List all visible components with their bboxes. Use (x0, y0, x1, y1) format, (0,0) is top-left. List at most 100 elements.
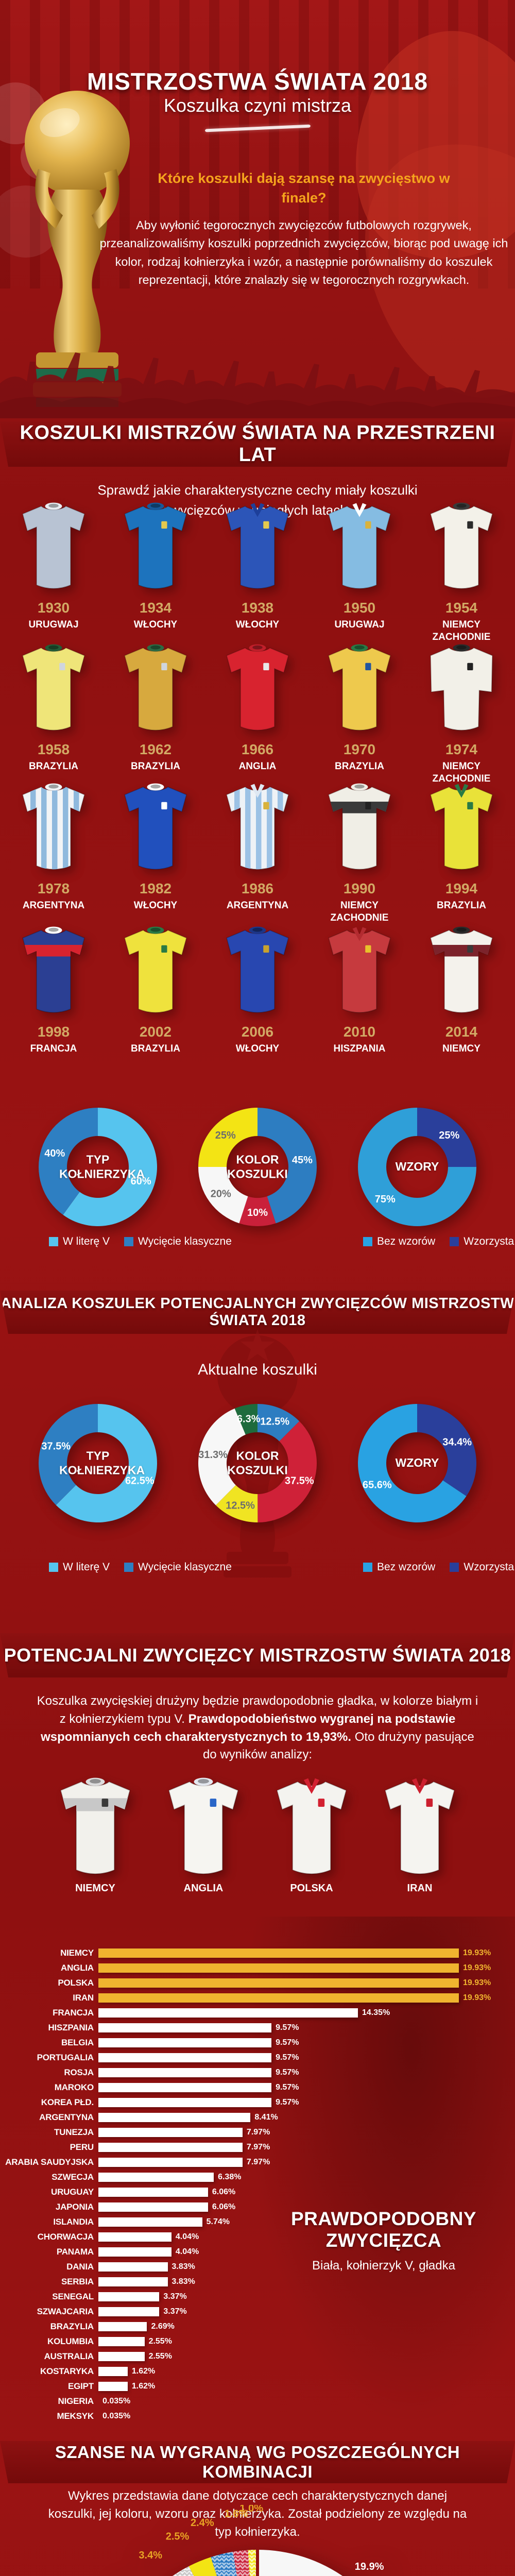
champion-shirt-1978: 1978 ARGENTYNA (3, 783, 105, 924)
shirt-year: 1982 (139, 880, 172, 896)
shirt-year: 1934 (139, 600, 172, 616)
bar-row-polska: POLSKA 19.93% (0, 1975, 515, 1990)
bar-value: 5.74% (206, 2217, 230, 2226)
pie-segment (233, 2550, 250, 2576)
bar-label: KOREA PŁD. (41, 2097, 94, 2107)
bar-value: 7.97% (246, 2127, 270, 2137)
bar-fill (98, 2307, 160, 2316)
bar-label: ARGENTYNA (39, 2112, 94, 2122)
history-donut-charts: 60% 40% TYP KOŁNIERZYKA 45% 10% 20% 25% KOLOR KOS… (0, 1103, 515, 1231)
donut-percent-label: 12.5% (260, 1416, 289, 1428)
bar-value: 6.38% (218, 2172, 242, 2181)
collar-legend: W literę V Wycięcie klasyczne (49, 1561, 232, 1573)
donut-percent-label: 31.3% (198, 1449, 228, 1461)
legend-label: Bez wzorów (377, 1235, 436, 1247)
bar-row-kolumbia: KOLUMBIA 2.55% (0, 2334, 515, 2349)
history-subtitle: Sprawdź jakie charakterystyczne cechy mi… (97, 482, 418, 518)
bar-value: 3.37% (163, 2307, 187, 2316)
champion-shirt-1986: 1986 ARGENTYNA (207, 783, 308, 924)
current-donut-0: 62.5% 37.5% TYP KOŁNIERZYKA (33, 1399, 162, 1528)
bar-value: 7.97% (246, 2157, 270, 2166)
donut-percent-label: 12.5% (226, 1500, 255, 1511)
bar-row-tunezja: TUNEZJA 7.97% (0, 2125, 515, 2140)
legend-label: Bez wzorów (377, 1561, 436, 1573)
shirt-year: 1970 (343, 741, 376, 757)
shirt-year: 1974 (445, 741, 478, 757)
donut-percent-label: 62.5% (125, 1476, 154, 1487)
shirt-country: NIEMCY ZACHODNIE (330, 900, 389, 923)
shirt-year: 2006 (241, 1024, 274, 1040)
donut-title: TYP KOŁNIERZYKA (59, 1449, 145, 1477)
bar-fill (98, 2217, 202, 2227)
candidate-shirt-iran: IRAN (366, 1777, 474, 1895)
bar-label: SERBIA (61, 2276, 94, 2286)
bar-label: ARABIA SAUDYJSKA (5, 2157, 94, 2167)
legend-label: Wzorzysta (464, 1561, 514, 1573)
bar-label: AUSTRALIA (44, 2351, 94, 2361)
bar-row-anglia: ANGLIA 19.93% (0, 1960, 515, 1975)
pie-segment (188, 2557, 217, 2576)
candidate-shirt-niemcy: NIEMCY (41, 1777, 149, 1895)
donut-segment (198, 1108, 258, 1167)
bar-value: 6.06% (212, 2187, 236, 2196)
legend-item: Wycięcie klasyczne (124, 1235, 232, 1248)
win-probability-bar-chart: NIEMCY 19.93% ANGLIA 19.93% POLSKA 19.93% IRAN… (0, 1945, 515, 2424)
bar-fill (98, 2053, 272, 2062)
bar-value: 2.55% (148, 2336, 172, 2346)
champion-shirts-row-2: 1958 BRAZYLIA 1962 BRAZYLIA 1966 ANGLIA 1970 BR… (0, 644, 515, 785)
donut-title: KOLOR KOSZULKI (227, 1449, 288, 1477)
bar-value: 9.57% (276, 2023, 299, 2032)
champion-shirts-row-3: 1978 ARGENTYNA 1982 WŁOCHY 1986 ARGENTYNA 1990… (0, 783, 515, 924)
intro-question: Które koszulki dają szansę na zwycięstwo… (158, 171, 450, 206)
section-banner-history: KOSZULKI MISTRZÓW ŚWIATA NA PRZESTRZENI … (0, 421, 515, 467)
bar-value: 9.57% (276, 2038, 299, 2047)
legend-label: Wzorzysta (464, 1235, 514, 1247)
pattern-legend: Bez wzorów Wzorzysta (363, 1235, 514, 1248)
section-banner-current: ANALIZA KOSZULEK POTENCJALNYCH ZWYCIĘZCÓ… (0, 1291, 515, 1334)
shirt-country: WŁOCHY (133, 900, 178, 911)
donut-segment (39, 1108, 98, 1215)
donut-segment (417, 1108, 476, 1167)
donut-percent-label: 75% (375, 1194, 396, 1205)
bar-label: PORTUGALIA (37, 2052, 94, 2062)
legend-item: Bez wzorów (363, 1561, 435, 1573)
bar-row-arabia-saudyjska: ARABIA SAUDYJSKA 7.97% (0, 2155, 515, 2170)
bar-value: 3.83% (171, 2277, 195, 2286)
bar-row-portugalia: PORTUGALIA 9.57% (0, 2050, 515, 2065)
pie-percent-label: 1.0% (239, 2505, 263, 2514)
donut-segment (258, 1421, 317, 1522)
shirt-country: NIEMCY ZACHODNIE (432, 619, 491, 642)
section-banner-combos: SZANSE NA WYGRANĄ WG POSZCZEGÓLNYCH KOMB… (0, 2441, 515, 2483)
bar-fill (98, 2381, 128, 2391)
bar-row-australia: AUSTRALIA 2.55% (0, 2349, 515, 2364)
donut-segment (258, 1108, 317, 1224)
champion-shirt-1982: 1982 WŁOCHY (105, 783, 207, 924)
bar-value: 0.035% (102, 2396, 131, 2405)
bar-row-maroko: MAROKO 9.57% (0, 2080, 515, 2095)
bar-value: 2.69% (151, 2321, 175, 2331)
bar-fill (98, 2336, 145, 2346)
bar-value: 8.41% (254, 2112, 278, 2122)
bar-row-szwajcaria: SZWAJCARIA 3.37% (0, 2304, 515, 2319)
bar-label: TUNEZJA (54, 2127, 94, 2137)
shirt-country: BRAZYLIA (130, 1043, 181, 1054)
bar-fill (98, 2127, 243, 2137)
combinations-donut-chart: 19.9%14.3%9.6%8.4%6.4%6.1%4.0%2.7%8.0%5.… (139, 2505, 384, 2576)
bar-row-niemcy: NIEMCY 19.93% (0, 1945, 515, 1960)
shirt-year: 2014 (445, 1024, 478, 1040)
champion-shirt-2006: 2006 WŁOCHY (207, 926, 308, 1055)
bar-label: JAPONIA (55, 2201, 94, 2212)
history-donut-2: 25% 75% WZORY (353, 1103, 482, 1231)
bar-fill (98, 2262, 168, 2272)
bar-value: 7.97% (246, 2142, 270, 2151)
winners-paragraph: Koszulka zwycięskiej drużyny będzie praw… (36, 1692, 479, 1764)
shirt-year: 1954 (445, 600, 478, 616)
section-banner-history-title: KOSZULKI MISTRZÓW ŚWIATA NA PRZESTRZENI … (20, 422, 495, 466)
bar-label: SZWECJA (52, 2172, 94, 2182)
bar-value: 2.55% (148, 2351, 172, 2361)
shirt-country: BRAZYLIA (28, 761, 79, 772)
bar-fill (98, 2187, 208, 2197)
champion-shirts-row-1: 1930 URUGWAJ 1934 WŁOCHY 1938 WŁOCHY 1950 URUGW… (0, 502, 515, 643)
legend-swatch-icon (450, 1237, 459, 1246)
